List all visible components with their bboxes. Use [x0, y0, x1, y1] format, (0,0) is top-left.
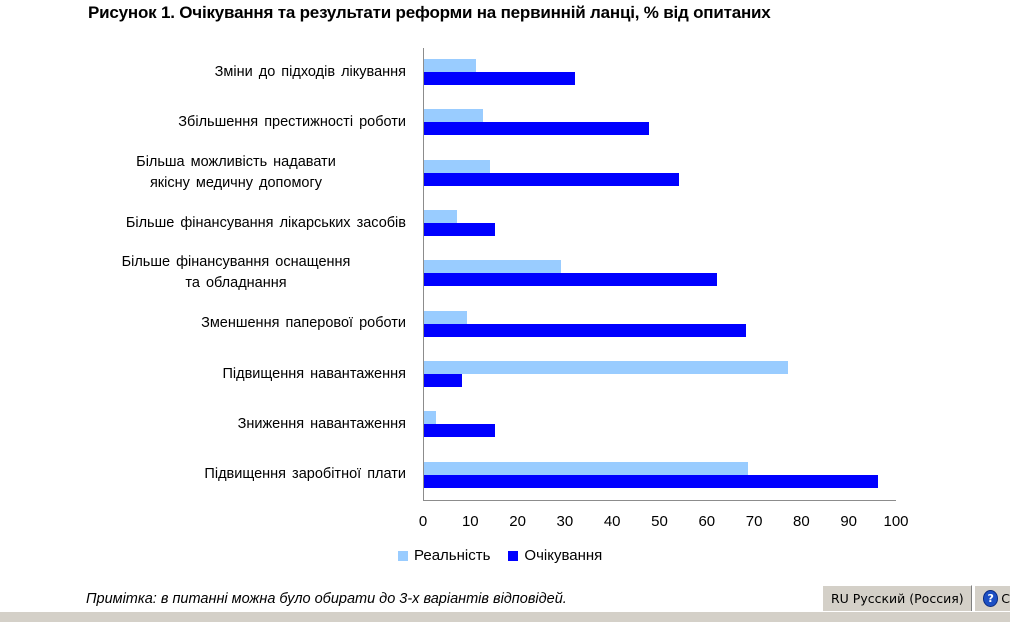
chart-title: Рисунок 1. Очікування та результати рефо…: [88, 3, 771, 22]
bar-expected: [424, 474, 879, 488]
bar-real: [424, 310, 467, 324]
plot-area: [423, 48, 896, 501]
category-band: [424, 451, 896, 501]
bar-real: [424, 109, 484, 123]
bar-expected: [424, 122, 649, 136]
category-band: [424, 400, 896, 450]
x-tick-label: 100: [883, 513, 909, 530]
category-label: Підвищення навантаження: [222, 365, 407, 382]
bar-expected: [424, 172, 680, 186]
legend-item-real: Реальність: [398, 547, 490, 564]
footnote: Примітка: в питанні можна було обирати д…: [86, 591, 567, 607]
bar-expected: [424, 223, 495, 236]
bar-expected: [424, 72, 576, 85]
bar-real: [424, 461, 748, 475]
category-label: Зниження навантаження: [237, 415, 406, 432]
x-tick-label: 10: [461, 513, 479, 530]
bar-expected: [424, 374, 462, 387]
category-label: Збільшення престижності роботи: [178, 113, 406, 130]
legend: Реальність Очікування: [398, 547, 620, 564]
taskbar: [0, 611, 1010, 622]
category-band: [424, 249, 896, 299]
bar-real: [424, 59, 477, 72]
bar-real: [424, 159, 491, 173]
bar-expected: [424, 424, 495, 438]
bar-expected: [424, 323, 746, 337]
x-tick-label: 20: [509, 513, 526, 530]
category-label: Більша можливість надавати якісну медичну…: [136, 153, 336, 191]
category-band: [424, 149, 896, 199]
category-band: [424, 48, 896, 98]
category-band: [424, 98, 896, 148]
category-label: Зміни до підходів лікування: [214, 63, 406, 80]
bar-expected: [424, 273, 718, 287]
language-indicator[interactable]: RU Русский (Россия): [822, 585, 972, 611]
x-tick-label: 60: [698, 513, 716, 530]
legend-label-real: Реальність: [414, 547, 491, 564]
x-tick-label: 70: [745, 513, 763, 530]
bar-real: [424, 361, 789, 374]
legend-swatch-real: [398, 550, 408, 561]
help-button[interactable]: ? С: [974, 585, 1010, 611]
legend-item-expected: Очікування: [508, 547, 602, 564]
x-tick-label: 90: [840, 513, 858, 530]
bar-real: [424, 260, 562, 274]
category-band: [424, 300, 896, 350]
legend-label-expected: Очікування: [524, 547, 603, 564]
x-tick-label: 50: [651, 513, 668, 530]
x-tick-label: 30: [556, 513, 574, 530]
category-label: Підвищення заробітної плати: [204, 466, 406, 483]
category-label: Більше фінансування оснащення та обладнан…: [121, 254, 351, 292]
category-band: [424, 350, 896, 400]
help-icon: ?: [983, 590, 999, 607]
legend-swatch-expected: [508, 550, 519, 561]
bar-real: [424, 210, 458, 223]
x-axis-ticks: 0 10 20 30 40 50 60 70 80 90 100: [0, 513, 1010, 537]
x-tick-label: 80: [793, 513, 810, 530]
category-band: [424, 199, 896, 249]
language-label: RU Русский (Россия): [831, 591, 964, 606]
x-tick-label: 40: [603, 513, 621, 530]
x-tick-label: 0: [418, 513, 428, 530]
help-label: С: [1001, 591, 1010, 606]
bar-real: [424, 411, 436, 425]
category-label: Зменшення паперової роботи: [201, 315, 406, 332]
category-label: Більше фінансування лікарських засобів: [125, 214, 406, 231]
